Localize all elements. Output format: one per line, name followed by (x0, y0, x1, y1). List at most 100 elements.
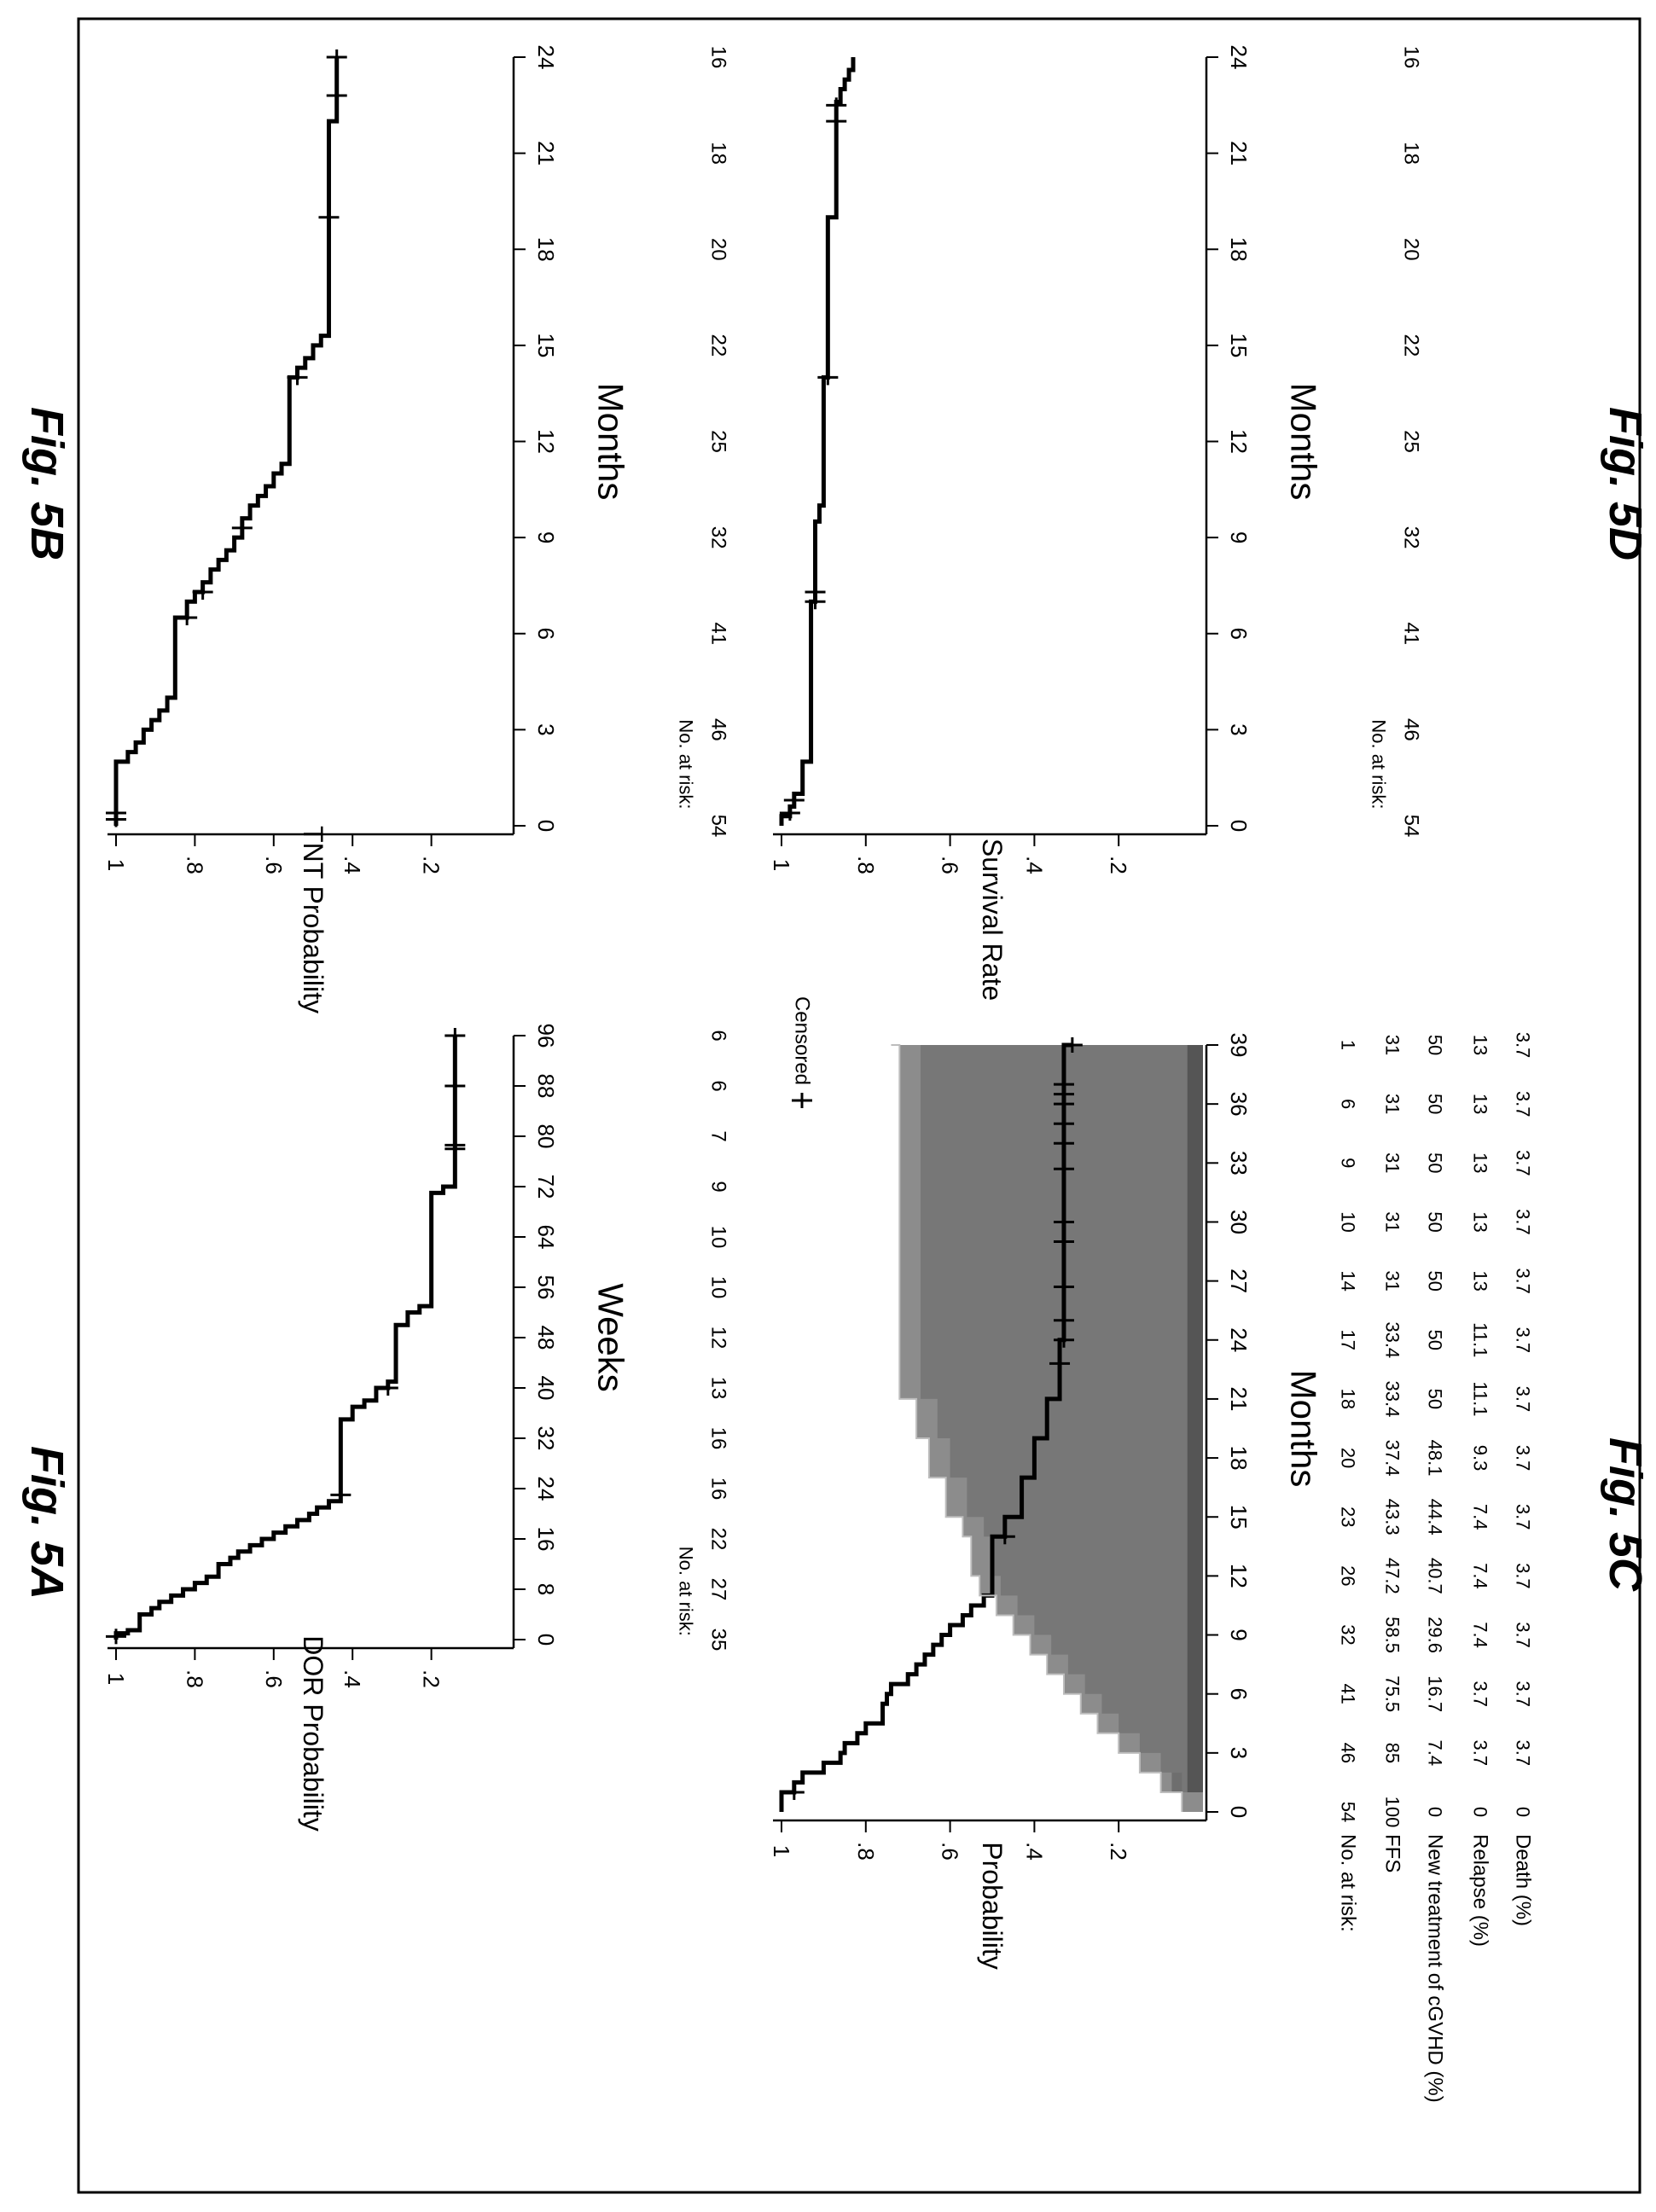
x-tick-label: 15 (533, 333, 559, 357)
km-curve (113, 57, 340, 826)
risk-count: 10 (707, 1226, 730, 1249)
table-cell: 7.4 (1470, 1563, 1491, 1589)
table-row-label: No. at risk: (1337, 1834, 1360, 1932)
table-cell: 100 (1382, 1797, 1403, 1828)
table-cell: 31 (1382, 1152, 1403, 1173)
risk-count: 35 (707, 1629, 730, 1652)
x-tick-label: 18 (533, 237, 559, 262)
risk-count: 18 (707, 142, 730, 165)
table-cell: 41 (1338, 1683, 1359, 1704)
table-cell: 3.7 (1513, 1504, 1534, 1530)
x-tick-label: 15 (1226, 1505, 1252, 1530)
table-cell: 50 (1425, 1094, 1446, 1114)
table-cell: 31 (1382, 1035, 1403, 1055)
y-tick-label: 1 (103, 859, 129, 871)
risk-count: 27 (707, 1578, 730, 1601)
x-tick-label: 32 (533, 1426, 559, 1451)
table-cell: 50 (1425, 1035, 1446, 1055)
x-tick-label: 56 (533, 1275, 559, 1300)
table-cell: 0 (1470, 1807, 1491, 1817)
risk-count: 54 (1400, 815, 1423, 838)
risk-label: No. at risk: (676, 719, 697, 809)
risk-count: 6 (707, 1030, 730, 1041)
x-tick-label: 96 (533, 1024, 559, 1048)
table-cell: 40.7 (1425, 1558, 1446, 1594)
table-cell: 3.7 (1513, 1563, 1534, 1589)
table-cell: 58.5 (1382, 1617, 1403, 1653)
table-cell: 32 (1338, 1624, 1359, 1645)
x-tick-label: 12 (533, 429, 559, 454)
x-tick-label: 24 (1226, 1327, 1252, 1352)
table-cell: 54 (1338, 1802, 1359, 1822)
x-tick-label: 0 (1226, 1806, 1252, 1818)
x-tick-label: 12 (1226, 429, 1252, 454)
table-cell: 1 (1338, 1040, 1359, 1050)
risk-count: 41 (1400, 622, 1423, 645)
table-cell: 7.4 (1470, 1504, 1491, 1530)
table-cell: 3.7 (1513, 1209, 1534, 1235)
table-cell: 3.7 (1470, 1740, 1491, 1767)
risk-count: 16 (707, 1427, 730, 1450)
x-axis-title: Weeks (591, 1283, 631, 1392)
table-cell: 50 (1425, 1389, 1446, 1409)
table-cell: 50 (1425, 1211, 1446, 1232)
x-tick-label: 18 (1226, 237, 1252, 262)
chart-5a: 0816243240485664728088961.8.6.4.2WeeksDO… (21, 1024, 730, 1832)
table-cell: 33.4 (1382, 1321, 1403, 1358)
risk-count: 10 (707, 1276, 730, 1299)
table-cell: 3.7 (1513, 1150, 1534, 1176)
table-cell: 11.1 (1470, 1322, 1491, 1357)
risk-count: 16 (707, 46, 730, 69)
y-tick-label: .2 (1106, 1842, 1131, 1861)
table-cell: 7.4 (1470, 1622, 1491, 1648)
table-cell: 48.1 (1425, 1440, 1446, 1477)
risk-label: No. at risk: (1368, 719, 1390, 809)
y-tick-label: 1 (769, 859, 794, 871)
risk-count: 32 (707, 526, 730, 549)
y-tick-label: .6 (938, 1842, 963, 1861)
risk-count: 20 (707, 238, 730, 261)
risk-count: 6 (707, 1080, 730, 1091)
y-axis-title: DOR Probability (298, 1635, 328, 1831)
table-cell: 7.4 (1425, 1740, 1446, 1767)
table-cell: 43.3 (1382, 1499, 1403, 1536)
x-tick-label: 36 (1226, 1092, 1252, 1117)
risk-count: 9 (707, 1181, 730, 1192)
chart-5c: 0369121518212427303336391.8.6.4.2MonthsP… (769, 996, 1651, 2103)
km-curve (779, 57, 856, 826)
x-tick-label: 48 (533, 1326, 559, 1350)
x-tick-label: 12 (1226, 1564, 1252, 1588)
x-tick-label: 33 (1226, 1151, 1252, 1176)
table-cell: 3.7 (1513, 1445, 1534, 1472)
y-tick-label: 1 (103, 1673, 129, 1685)
x-tick-label: 16 (533, 1527, 559, 1552)
x-tick-label: 3 (1226, 723, 1252, 735)
x-tick-label: 9 (1226, 531, 1252, 543)
ffs-curve (779, 1042, 1072, 1812)
x-tick-label: 88 (533, 1074, 559, 1099)
table-cell: 50 (1425, 1152, 1446, 1173)
table-cell: 18 (1338, 1389, 1359, 1409)
risk-count: 25 (707, 430, 730, 453)
table-cell: 26 (1338, 1565, 1359, 1586)
y-tick-label: .8 (182, 856, 207, 874)
y-tick-label: .4 (1021, 856, 1047, 874)
table-cell: 3.7 (1470, 1681, 1491, 1707)
table-cell: 23 (1338, 1507, 1359, 1527)
x-tick-label: 15 (1226, 333, 1252, 357)
x-tick-label: 8 (533, 1583, 559, 1595)
x-tick-label: 6 (1226, 628, 1252, 640)
x-tick-label: 6 (1226, 1687, 1252, 1699)
risk-count: 54 (707, 815, 730, 838)
table-cell: 9.3 (1470, 1445, 1491, 1472)
table-cell: 31 (1382, 1211, 1403, 1232)
x-tick-label: 3 (1226, 1747, 1252, 1759)
table-cell: 3.7 (1513, 1681, 1534, 1707)
table-cell: 20 (1338, 1448, 1359, 1468)
x-tick-label: 80 (533, 1124, 559, 1149)
table-cell: 31 (1382, 1270, 1403, 1291)
y-tick-label: .4 (1021, 1842, 1047, 1861)
table-cell: 14 (1338, 1270, 1359, 1291)
table-cell: 0 (1513, 1807, 1534, 1817)
